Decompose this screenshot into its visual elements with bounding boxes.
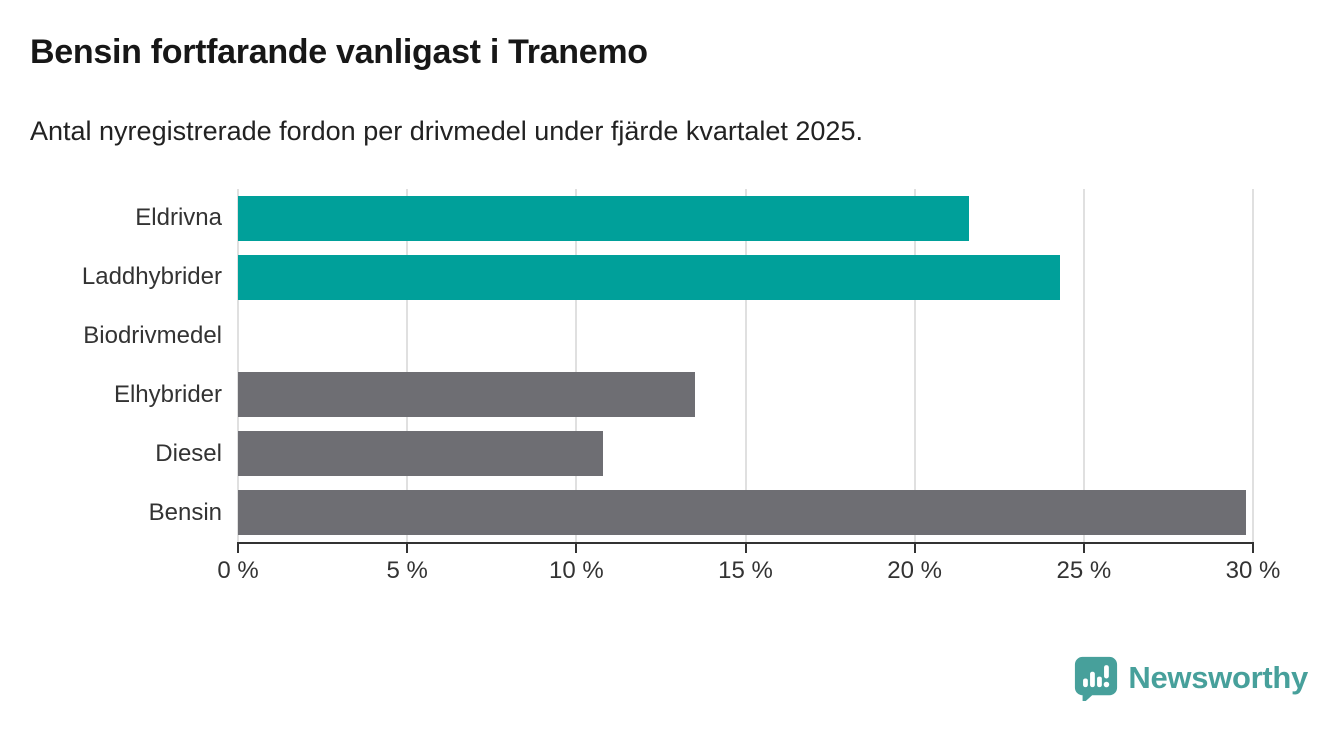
page-title: Bensin fortfarande vanligast i Tranemo [30,33,648,71]
category-label: Diesel [155,439,222,467]
axis-tick-0 [237,542,239,553]
gridline-15 [744,189,747,542]
axis-tick-label-25: 25 % [1056,557,1112,584]
newsworthy-logo-icon [1075,656,1118,701]
category-label: Eldrivna [135,204,222,232]
axis-tick-30 [1252,542,1254,553]
axis-tick-label-20: 20 % [887,557,943,584]
category-label: Laddhybrider [81,263,222,291]
chart-row-bensin: Bensin [149,490,1253,536]
bar-eldrivna [238,195,969,241]
axis-tick-10 [575,542,578,553]
bar-chart-plot-area: Eldrivna Laddhybrider Biodrivmedel Elhybrid… [82,189,1254,542]
category-label: Biodrivmedel [83,322,222,350]
category-label: Bensin [148,498,222,526]
newsworthy-logo: Newsworthy [1073,655,1308,701]
axis-tick-20 [913,542,916,553]
chart-row-eldrivna: Eldrivna [135,195,1253,241]
gridline-10 [575,189,578,542]
axis-tick-5 [406,542,409,553]
chart-row-biodrivmedel: Biodrivmedel [83,314,1253,359]
gridline-5 [406,189,409,542]
axis-tick-label-15: 15 % [718,557,773,584]
bar-elhybrider [238,372,695,418]
chart-row-elhybrider: Elhybrider [114,372,1253,418]
chart-subtitle: Antal nyregistrerade fordon per drivmede… [30,116,863,146]
bar-diesel [238,431,604,477]
axis-tick-15 [744,542,747,553]
axis-tick-label-30: 30 % [1225,557,1281,584]
gridline-20 [913,189,916,542]
chart-row-laddhybrider: Laddhybrider [82,254,1253,300]
axis-tick-25 [1082,542,1085,553]
bar-bensin [238,490,1247,536]
axis-tick-label-5: 5 % [386,557,428,584]
bar-laddhybrider [238,254,1061,300]
chart-row-diesel: Diesel [155,431,1253,477]
gridline-30 [1252,189,1254,542]
gridline-0 [237,189,239,542]
axis-tick-label-10: 10 % [548,557,604,584]
axis-tick-label-0: 0 % [217,557,259,584]
newsworthy-logo-text: Newsworthy [1128,660,1308,695]
category-label: Elhybrider [113,380,222,408]
gridline-25 [1082,189,1085,542]
